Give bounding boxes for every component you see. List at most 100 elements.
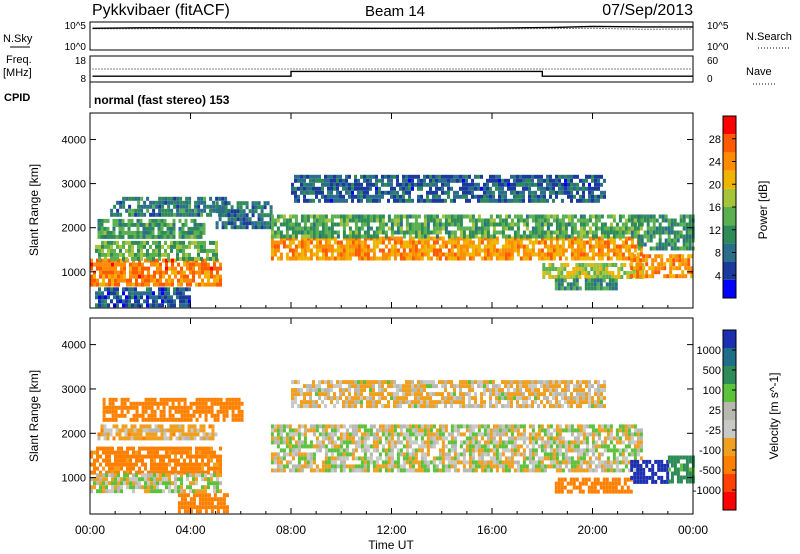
heatmap-cell — [303, 256, 307, 261]
heatmap-cell — [471, 240, 475, 245]
heatmap-cell — [555, 178, 558, 183]
heatmap-cell — [190, 432, 194, 437]
heatmap-cell — [204, 417, 208, 422]
heatmap-cell — [348, 234, 352, 239]
heatmap-cell — [549, 452, 553, 457]
heatmap-cell — [102, 266, 105, 271]
heatmap-cell — [129, 477, 132, 482]
heatmap-cell — [594, 464, 598, 469]
heatmap-cell — [570, 222, 574, 227]
heatmap-cell — [282, 218, 286, 223]
heatmap-cell — [393, 222, 397, 227]
heatmap-cell — [459, 186, 462, 191]
heatmap-cell — [504, 444, 508, 449]
heatmap-cell — [525, 252, 529, 257]
heatmap-cell — [570, 252, 574, 257]
heatmap-cell — [420, 230, 424, 235]
heatmap-cell — [279, 440, 283, 445]
heatmap-cell — [611, 286, 615, 291]
heatmap-cell — [483, 452, 487, 457]
heatmap-cell — [318, 248, 322, 253]
heatmap-cell — [324, 464, 328, 469]
heatmap-cell — [102, 413, 106, 418]
heatmap-cell — [315, 436, 319, 441]
heatmap-cell — [141, 274, 144, 279]
heatmap-cell — [690, 266, 694, 271]
heatmap-cell — [99, 274, 102, 279]
heatmap-cell — [321, 178, 324, 183]
heatmap-cell — [138, 450, 141, 455]
heatmap-cell — [201, 493, 205, 498]
heatmap-cell — [447, 240, 451, 245]
heatmap-cell — [456, 248, 460, 253]
heatmap-cell — [453, 436, 457, 441]
heatmap-cell — [303, 444, 307, 449]
heatmap-cell — [639, 274, 643, 279]
heatmap-cell — [145, 432, 149, 437]
heatmap-cell — [150, 462, 153, 467]
heatmap-cell — [115, 222, 119, 227]
heatmap-cell — [414, 428, 418, 433]
heatmap-cell — [276, 424, 280, 429]
heatmap-cell — [147, 477, 150, 482]
heatmap-cell — [273, 248, 277, 253]
heatmap-cell — [594, 214, 598, 219]
heatmap-cell — [165, 446, 168, 451]
heatmap-cell — [582, 190, 585, 195]
heatmap-cell — [300, 174, 303, 179]
heatmap-cell — [582, 182, 585, 187]
heatmap-cell — [191, 256, 194, 261]
heatmap-cell — [93, 270, 96, 275]
heatmap-cell — [133, 436, 137, 441]
heatmap-cell — [276, 240, 280, 245]
heatmap-cell — [215, 240, 218, 245]
heatmap-cell — [360, 440, 364, 445]
heatmap-cell — [210, 266, 213, 271]
heatmap-cell — [149, 244, 152, 249]
heatmap-cell — [402, 174, 405, 179]
heatmap-cell — [542, 271, 546, 275]
heatmap-cell — [128, 299, 131, 304]
heatmap-cell — [456, 222, 460, 227]
heatmap-cell — [581, 271, 585, 275]
heatmap-cell — [420, 448, 424, 453]
heatmap-cell — [573, 214, 577, 219]
heatmap-cell — [570, 244, 574, 249]
heatmap-cell — [363, 428, 367, 433]
heatmap-cell — [181, 234, 185, 239]
heatmap-cell — [597, 256, 601, 261]
heatmap-cell — [531, 214, 535, 219]
heatmap-cell — [564, 456, 568, 461]
heatmap-cell — [186, 409, 190, 414]
heatmap-cell — [170, 248, 173, 253]
heatmap-cell — [125, 295, 128, 300]
heatmap-cell — [516, 174, 519, 179]
heatmap-cell — [177, 493, 181, 498]
heatmap-cell — [387, 198, 390, 203]
heatmap-cell — [369, 432, 373, 437]
heatmap-cell — [652, 214, 656, 219]
heatmap-cell — [614, 282, 618, 287]
heatmap-cell — [468, 244, 472, 249]
heatmap-cell — [411, 460, 415, 465]
heatmap-cell — [381, 226, 385, 231]
heatmap-cell — [111, 270, 114, 275]
heatmap-cell — [108, 274, 111, 279]
heatmap-cell — [342, 182, 345, 187]
heatmap-cell — [95, 248, 98, 253]
heatmap-cell — [165, 262, 168, 267]
heatmap-cell — [330, 198, 333, 203]
heatmap-cell — [208, 436, 212, 441]
heatmap-cell — [534, 182, 537, 187]
heatmap-cell — [288, 226, 292, 231]
heatmap-cell — [99, 485, 102, 490]
heatmap-cell — [405, 440, 409, 445]
heatmap-cell — [273, 222, 277, 227]
heatmap-cell — [444, 428, 448, 433]
heatmap-cell — [438, 174, 441, 179]
heatmap-cell — [408, 222, 412, 227]
heatmap-cell — [578, 263, 582, 267]
heatmap-cell — [600, 444, 604, 449]
heatmap-cell — [315, 448, 319, 453]
heatmap-cell — [109, 234, 113, 239]
